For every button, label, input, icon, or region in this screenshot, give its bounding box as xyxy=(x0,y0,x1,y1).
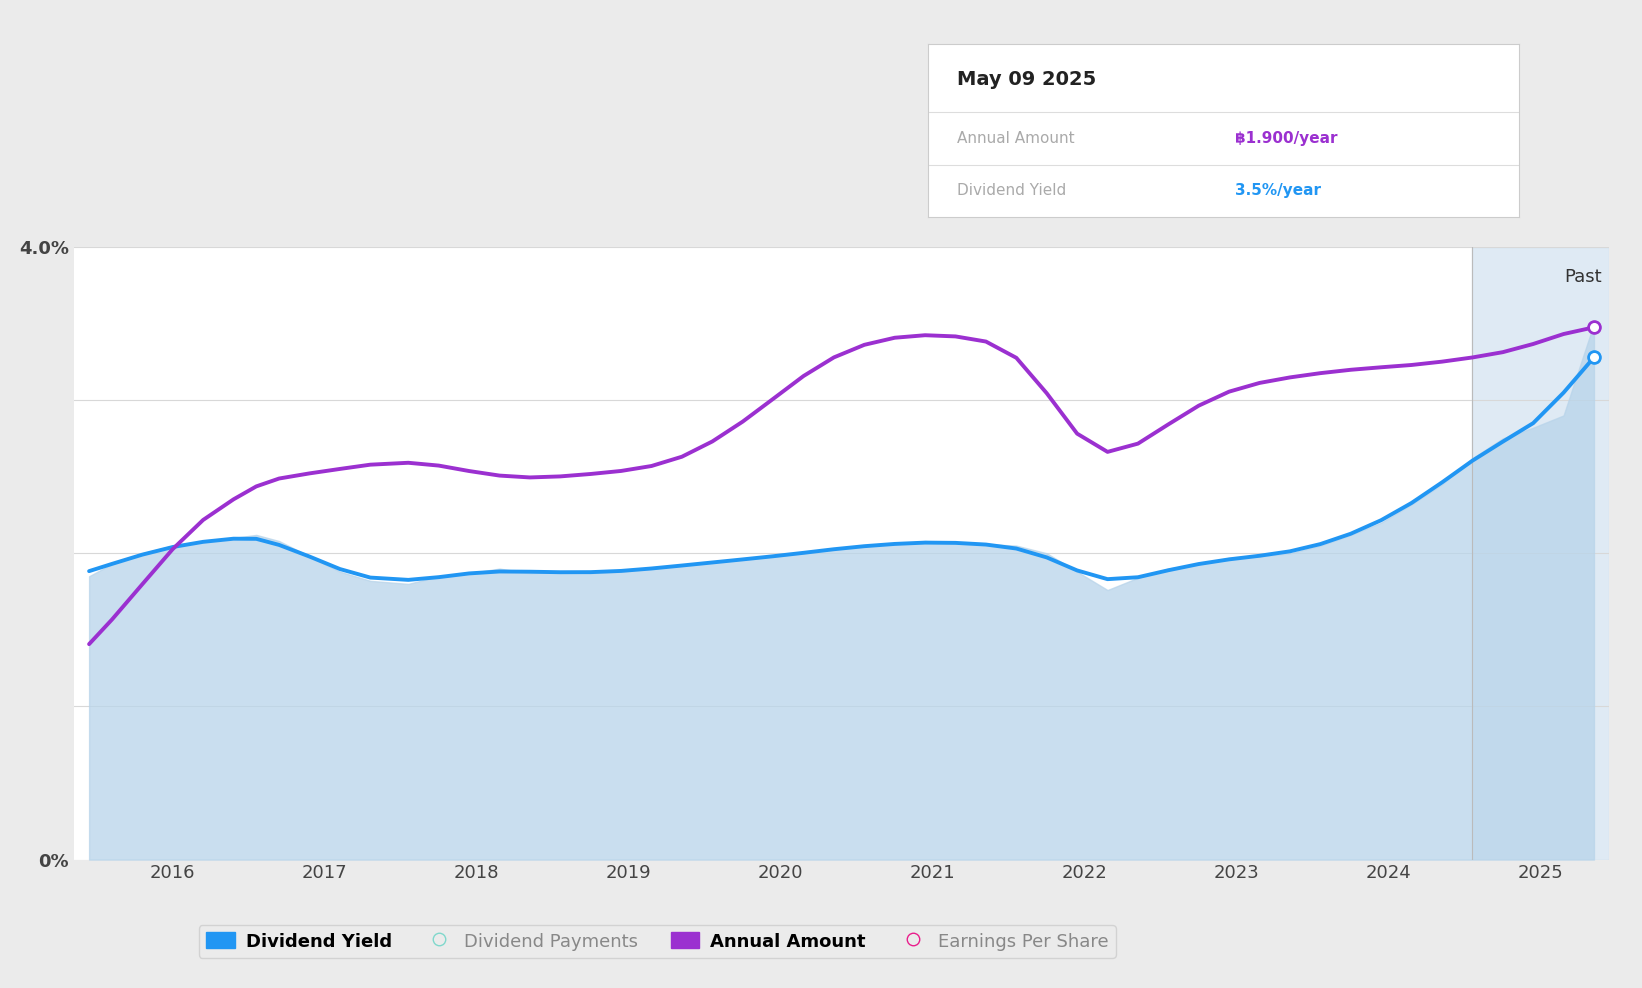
Text: Dividend Yield: Dividend Yield xyxy=(957,183,1067,198)
Legend: Dividend Yield, Dividend Payments, Annual Amount, Earnings Per Share: Dividend Yield, Dividend Payments, Annua… xyxy=(199,925,1117,957)
Text: Past: Past xyxy=(1563,269,1601,287)
Text: May 09 2025: May 09 2025 xyxy=(957,70,1097,89)
Text: 3.5%/year: 3.5%/year xyxy=(1235,183,1322,198)
Text: Annual Amount: Annual Amount xyxy=(957,131,1076,146)
Point xyxy=(1581,319,1608,335)
Point xyxy=(1581,350,1608,366)
Point xyxy=(1581,319,1608,335)
Text: ฿1.900/year: ฿1.900/year xyxy=(1235,131,1338,146)
Bar xyxy=(1473,247,1609,860)
Point xyxy=(1581,350,1608,366)
